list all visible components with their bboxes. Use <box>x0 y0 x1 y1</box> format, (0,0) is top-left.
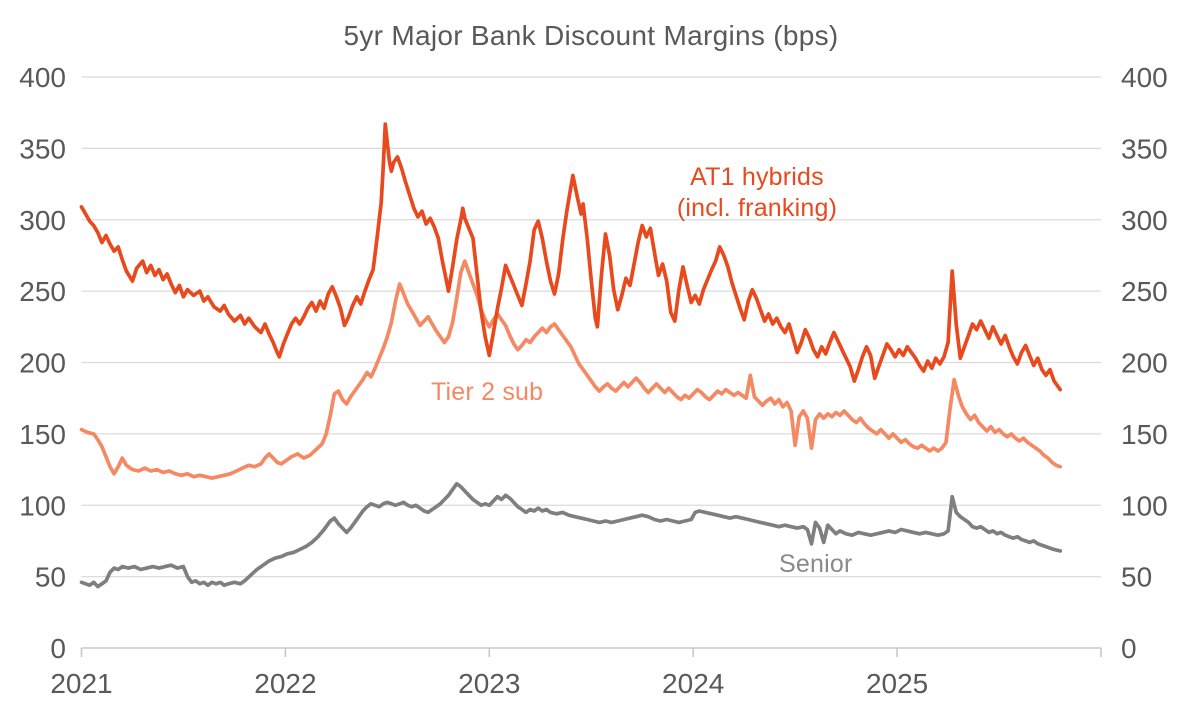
y-tick-label-right: 50 <box>1121 562 1152 593</box>
y-tick-label-left: 50 <box>35 562 66 593</box>
series-label-at1-line1: AT1 hybrids <box>690 163 824 191</box>
y-tick-label-right: 300 <box>1121 205 1168 236</box>
y-tick-label-left: 100 <box>19 490 66 521</box>
series-label-senior: Senior <box>779 550 853 578</box>
series-line-tier-2-sub <box>79 259 1063 480</box>
y-tick-label-right: 200 <box>1121 348 1168 379</box>
y-tick-label-left: 250 <box>19 276 66 307</box>
y-tick-label-right: 150 <box>1121 419 1168 450</box>
x-tick-label: 2024 <box>662 668 724 699</box>
y-tick-label-right: 250 <box>1121 276 1168 307</box>
y-tick-label-right: 100 <box>1121 490 1168 521</box>
x-tick-label: 2023 <box>458 668 520 699</box>
y-tick-label-left: 350 <box>19 133 66 164</box>
chart-title: 5yr Major Bank Discount Margins (bps) <box>343 20 839 51</box>
series-line-senior <box>79 481 1063 589</box>
y-tick-label-left: 200 <box>19 348 66 379</box>
y-tick-label-left: 150 <box>19 419 66 450</box>
series-line-at1-hybrids-incl-franking- <box>79 122 1063 392</box>
series-label-at1-line2: (incl. franking) <box>676 194 838 222</box>
y-tick-label-right: 0 <box>1121 633 1137 664</box>
y-tick-label-left: 0 <box>50 633 66 664</box>
x-tick-label: 2021 <box>50 668 112 699</box>
y-tick-label-right: 400 <box>1121 62 1168 93</box>
x-tick-label: 2022 <box>254 668 316 699</box>
y-tick-label-right: 350 <box>1121 133 1168 164</box>
series-label-tier2: Tier 2 sub <box>431 378 544 406</box>
y-tick-label-left: 400 <box>19 62 66 93</box>
x-tick-label: 2025 <box>866 668 928 699</box>
y-tick-label-left: 300 <box>19 205 66 236</box>
